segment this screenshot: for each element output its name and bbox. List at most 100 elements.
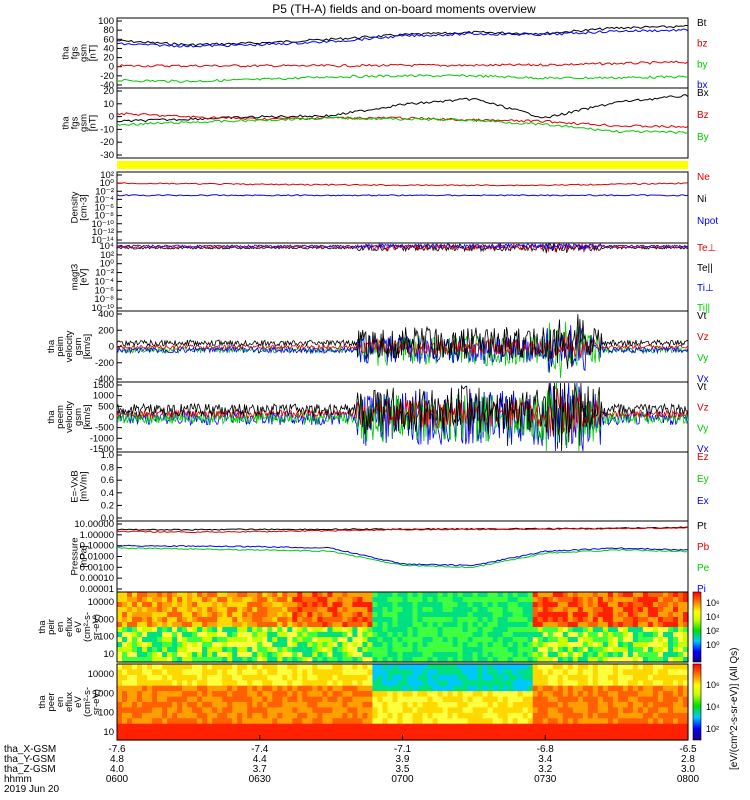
legend-entry: Vx — [697, 374, 709, 385]
panel-group: 100806040200-20-40thafgsgsm[nT]Btbzbybx2… — [37, 16, 718, 741]
x-tick-label: -7.4 — [251, 744, 269, 755]
y-tick-label: -30 — [100, 150, 114, 161]
y-axis-label: Density — [70, 191, 81, 223]
y-axis-label: magt3 — [70, 264, 81, 290]
y-axis-label: fgs — [70, 116, 81, 129]
panel-frame — [116, 242, 689, 312]
y-axis-label: [mV/m] — [79, 471, 90, 501]
temperature-trace — [116, 242, 689, 251]
y-tick-label: 10⁻¹⁴ — [91, 235, 114, 246]
y-axis-label: [nT] — [88, 115, 99, 131]
colorbar-tick: 10² — [706, 626, 719, 636]
y-tick-label: 0.4 — [101, 488, 114, 499]
velocity-trace — [116, 332, 689, 359]
legend-entry: Vz — [697, 332, 709, 343]
y-axis-label: gsm — [73, 408, 84, 426]
y-axis-label: eflux — [64, 692, 75, 712]
x-tick-label: -7.1 — [394, 744, 412, 755]
y-tick-label: -200 — [95, 358, 114, 369]
x-tick-label: 3.2 — [538, 764, 552, 775]
colorbar: [eV/(cm^2-s-sr-eV)] (All Qs) — [692, 591, 740, 770]
y-tick-label: 10⁻¹⁰ — [91, 219, 114, 230]
legend-entry: Pi — [697, 584, 706, 595]
y-axis-label: sr-eV) — [91, 689, 102, 715]
y-tick-label: 10⁻¹⁰ — [91, 303, 114, 314]
y-tick-label: 10⁴ — [99, 241, 114, 252]
colorbar-lower — [692, 663, 702, 741]
x-tick-label: 3.0 — [681, 764, 695, 775]
trace-velocity-trace — [116, 388, 689, 437]
legend-entry: Te⊥ — [697, 243, 716, 254]
x-row-label: 2019 Jun 20 — [4, 784, 59, 795]
y-axis-label: peir — [46, 619, 57, 635]
legend-entry: Ey — [697, 474, 709, 485]
series-Pb — [116, 526, 689, 533]
legend-entry: Bx — [697, 88, 709, 99]
colorbar-tick: 10² — [706, 724, 719, 734]
trace-velocity-trace — [116, 314, 689, 369]
y-axis-label: tha — [37, 695, 48, 709]
legend-entry: by — [697, 59, 708, 70]
y-tick-label: 20 — [103, 53, 114, 64]
legend-entry: Vt — [697, 382, 707, 393]
y-tick-label: -1000 — [90, 433, 114, 444]
y-axis-label: peem — [55, 405, 66, 429]
y-axis-label: gsm — [79, 114, 90, 132]
y-axis-label: tha — [37, 620, 48, 634]
trace-temperature-trace — [116, 242, 689, 251]
y-axis-label: Pressure — [70, 537, 81, 575]
y-axis-label: [km/s] — [82, 404, 93, 429]
colorbar-tick: 10⁴ — [706, 702, 720, 712]
x-tick-label: 4.0 — [110, 764, 124, 775]
colorbar-tick: 10⁴ — [706, 612, 720, 622]
legend-entry: Ne — [697, 172, 710, 183]
spectrogram-peir — [116, 591, 689, 663]
x-tick-label: 3.7 — [253, 764, 267, 775]
y-tick-label: 10 — [103, 649, 114, 660]
y-axis-label: fgs — [70, 46, 81, 59]
x-tick-label: 3.5 — [396, 764, 410, 775]
y-tick-label: 0 — [109, 412, 114, 423]
y-tick-label: -10 — [100, 124, 114, 135]
y-tick-label: -40 — [100, 80, 114, 91]
series-by — [116, 74, 689, 83]
y-axis-label: gsm — [79, 44, 90, 62]
y-tick-label: 10 — [103, 727, 114, 738]
panel-frame — [116, 451, 689, 522]
y-axis-label: gsm — [73, 337, 84, 355]
y-tick-label: 0 — [109, 342, 114, 353]
x-tick-label: 0800 — [677, 774, 700, 785]
x-row-label: tha_Y-GSM — [4, 754, 55, 765]
legend-entry: Pt — [697, 521, 707, 532]
legend-entry: Ti|| — [697, 303, 710, 314]
legend-entry: Bz — [697, 110, 709, 121]
legend-entry: Pb — [697, 542, 710, 553]
y-tick-label: 0.00010 — [80, 573, 114, 584]
y-tick-label: 10⁻⁴ — [94, 276, 114, 287]
y-tick-label: 1.00000 — [80, 530, 114, 541]
panel-frame — [116, 171, 689, 244]
y-tick-label: 400 — [98, 309, 114, 320]
y-axis-label: [nPa] — [79, 545, 90, 567]
colorbar-upper — [692, 591, 702, 663]
y-tick-label: 80 — [103, 25, 114, 36]
y-axis-label: eV — [73, 621, 84, 633]
legend-entry: Ti⊥ — [697, 283, 714, 294]
y-tick-label: 10⁻⁶ — [95, 203, 115, 214]
y-tick-label: 10⁻² — [95, 268, 114, 279]
y-tick-label: 10⁻⁸ — [94, 294, 114, 305]
colorbar-tick: 10⁰ — [706, 640, 720, 650]
x-tick-label: 3.9 — [396, 754, 410, 765]
series-group-fgs — [116, 24, 689, 83]
y-tick-label: 1500 — [93, 380, 114, 391]
velocity-trace — [116, 382, 689, 452]
y-axis-label: [km/s] — [82, 334, 93, 359]
y-axis-label: [cm-3] — [79, 194, 90, 220]
y-tick-label: 0.8 — [101, 463, 114, 474]
series-Pi — [116, 544, 689, 567]
series-Bx — [116, 94, 689, 123]
y-axis-label: (cm²-s- — [82, 687, 93, 717]
y-tick-label: -500 — [95, 423, 114, 434]
